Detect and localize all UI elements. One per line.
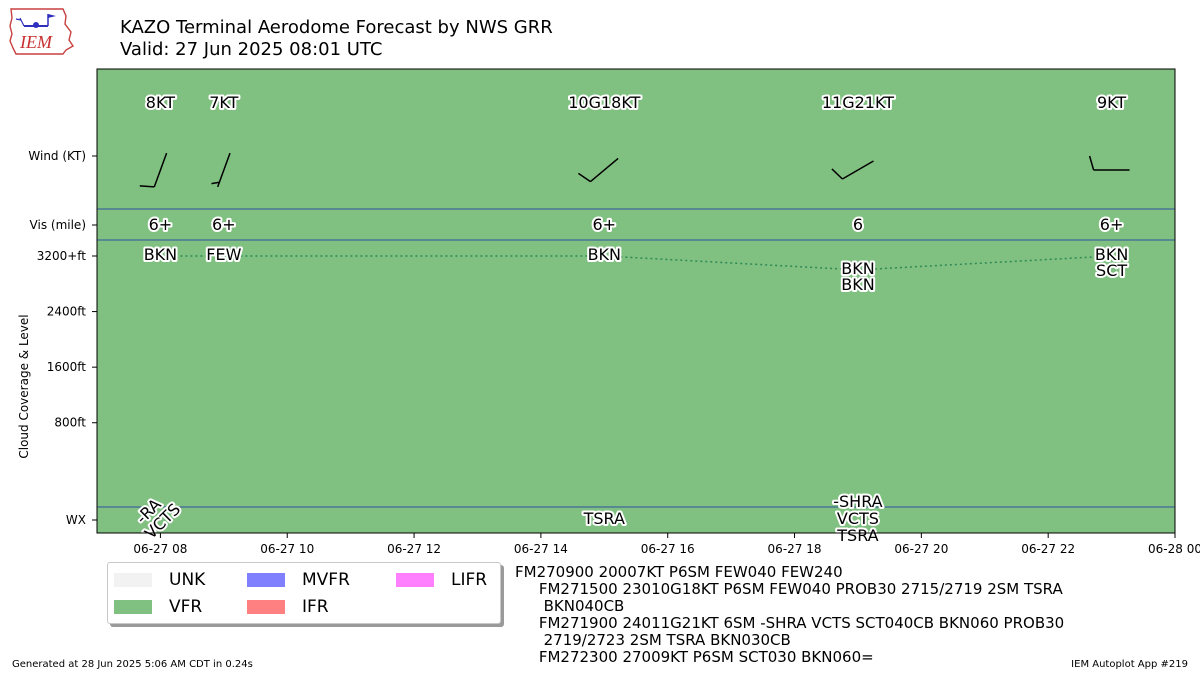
x-tick-label: 06-27 08	[133, 542, 187, 556]
wind-barb	[139, 152, 168, 188]
wind-barb	[211, 152, 231, 188]
cloud-coverage-label: BKN	[588, 245, 621, 264]
legend-label: MVFR	[302, 570, 350, 590]
legend-swatch	[114, 600, 152, 614]
x-tick-label: 06-27 22	[1021, 542, 1075, 556]
weather-label: VCTS	[837, 509, 879, 528]
visibility-label: 6+	[1100, 215, 1124, 234]
weather-label: TSRA	[583, 509, 625, 528]
x-tick-label: 06-27 14	[514, 542, 568, 556]
plot-background	[97, 69, 1175, 533]
chart-title: KAZO Terminal Aerodome Forecast by NWS G…	[120, 17, 553, 38]
wind-speed-label: 7KT	[209, 93, 238, 112]
cloud-coverage-label: SCT	[1096, 261, 1127, 280]
weather-label: -SHRA	[833, 492, 882, 511]
wind-speed-label: 8KT	[146, 93, 175, 112]
cloud-coverage-label: FEW	[206, 245, 241, 264]
legend-swatch	[247, 573, 285, 587]
taf-text: FM270900 20007KT P6SM FEW040 FEW240 FM27…	[515, 563, 1065, 666]
legend-swatch	[247, 600, 285, 614]
weather-label: TSRA	[836, 526, 878, 545]
wind-speed-label: 9KT	[1097, 93, 1126, 112]
cloud-coverage-label: BKN	[144, 245, 177, 264]
footer-app: IEM Autoplot App #219	[1071, 659, 1188, 670]
wind-barb	[577, 157, 619, 183]
y-tick-label: 1600ft	[47, 360, 87, 374]
legend-label: LIFR	[451, 570, 488, 590]
y-tick-label: 3200+ft	[37, 249, 87, 263]
plot-frame	[96, 68, 1176, 534]
visibility-label: 6+	[149, 215, 173, 234]
iem-logo: IEM	[9, 8, 74, 55]
y-tick-label: 800ft	[54, 416, 86, 430]
wind-barb	[1088, 155, 1130, 171]
chart-subtitle: Valid: 27 Jun 2025 08:01 UTC	[120, 39, 383, 60]
x-tick-label: 06-28 00	[1148, 542, 1200, 556]
x-tick-label: 06-27 18	[768, 542, 822, 556]
legend-label: UNK	[169, 570, 206, 590]
visibility-label: 6	[853, 215, 863, 234]
x-tick-label: 06-27 20	[894, 542, 948, 556]
wind-speed-label: 10G18KT	[568, 93, 640, 112]
visibility-label: 6+	[212, 215, 236, 234]
logo-text: IEM	[19, 32, 53, 52]
legend-swatch	[114, 573, 152, 587]
chart-title-block: KAZO Terminal Aerodome Forecast by NWS G…	[120, 17, 553, 61]
cloud-coverage-label: BKN	[841, 259, 874, 278]
legend-label: VFR	[169, 597, 203, 617]
x-tick-label: 06-27 16	[641, 542, 695, 556]
wind-row-label: Wind (KT)	[28, 149, 86, 163]
y-tick-label: 2400ft	[47, 305, 87, 319]
y-axis-label: Cloud Coverage & Level	[17, 314, 31, 458]
cloud-coverage-label: BKN	[1095, 245, 1128, 264]
vis-row-label: Vis (mile)	[30, 218, 86, 232]
taf-chart: 06-27 08 06-27 10 06-27 12 06-27 14 06-27 16…	[17, 68, 1200, 556]
x-tick-label: 06-27 10	[260, 542, 314, 556]
x-tick-label: 06-27 12	[387, 542, 441, 556]
visibility-label: 6+	[592, 215, 616, 234]
wind-barb	[831, 160, 874, 180]
cloud-coverage-label: BKN	[841, 275, 874, 294]
wind-speed-label: 11G21KT	[822, 93, 894, 112]
footer-generated: Generated at 28 Jun 2025 5:06 AM CDT in …	[12, 659, 253, 670]
legend-swatch	[396, 573, 434, 587]
wx-row-label: WX	[66, 513, 86, 527]
chart-legend: UNK VFR MVFR IFR LIFR	[107, 562, 501, 624]
legend-label: IFR	[302, 597, 329, 617]
